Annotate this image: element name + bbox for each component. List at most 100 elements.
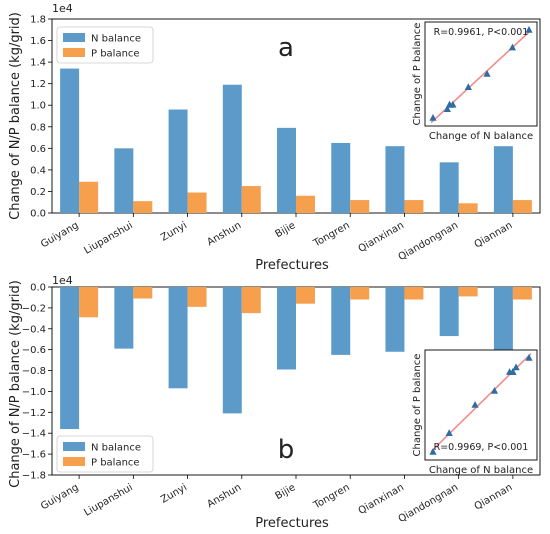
panel-a-xlabel: Prefectures — [255, 258, 329, 273]
p-balance-bar-guiyang — [79, 181, 99, 213]
inset-point — [429, 448, 437, 455]
inset-point — [525, 354, 533, 361]
inset-point — [443, 105, 451, 112]
legend-label: N balance — [91, 34, 141, 45]
p-balance-bar-liupanshui — [133, 287, 153, 299]
x-tick-label: Qianxinan — [357, 220, 406, 255]
x-tick-label: Qiandongnan — [397, 220, 461, 263]
x-tick-label: Qianxinan — [357, 482, 406, 517]
y-tick-label: −0.4 — [22, 324, 46, 335]
x-tick-label: Tongren — [311, 482, 352, 512]
x-tick-label: Zunyi — [159, 220, 189, 244]
y-tick-label: 1.6 — [30, 36, 46, 47]
inset-xlabel: Change of N balance — [429, 465, 533, 476]
legend-swatch — [63, 48, 85, 57]
y-tick-label: −1.0 — [22, 387, 46, 398]
y-tick-label: 0.6 — [30, 144, 46, 155]
p-balance-bar-guiyang — [79, 287, 99, 318]
n-balance-bar-qiannan — [493, 146, 513, 213]
inset-point — [449, 100, 457, 108]
n-balance-bar-anshun — [222, 84, 242, 213]
n-balance-bar-qiandongnan — [439, 287, 459, 337]
n-balance-bar-qiannan — [493, 287, 513, 352]
n-balance-bar-bijie — [277, 127, 296, 213]
inset-annotation: R=0.9969, P<0.001 — [434, 442, 529, 453]
y-tick-label: −0.8 — [22, 366, 46, 377]
x-tick-label: Zunyi — [159, 482, 189, 506]
p-balance-bar-qiannan — [512, 287, 532, 300]
x-tick-label: Bijie — [274, 482, 298, 502]
y-tick-label: 0.8 — [30, 122, 46, 133]
inset-point — [525, 26, 533, 33]
p-balance-bar-anshun — [241, 186, 261, 213]
n-balance-bar-liupanshui — [114, 287, 134, 349]
legend-label: P balance — [91, 458, 140, 469]
inset-point — [512, 363, 520, 371]
y-tick-label: −0.6 — [22, 345, 46, 356]
x-tick-label: Guiyang — [39, 220, 81, 250]
x-tick-label: Qiannan — [473, 482, 515, 512]
inset-frame — [424, 21, 538, 127]
n-balance-bar-tongren — [331, 287, 351, 355]
p-balance-bar-qiandongnan — [458, 203, 478, 213]
legend-swatch — [63, 457, 85, 466]
y-tick-label: −1.2 — [22, 408, 46, 419]
p-balance-bar-tongren — [350, 287, 370, 300]
y-tick-label: 0.4 — [30, 165, 46, 176]
y-tick-label: 0.0 — [30, 283, 46, 294]
y-tick-label: 1.4 — [30, 58, 46, 69]
inset-point — [429, 114, 437, 121]
x-tick-label: Anshun — [205, 220, 243, 248]
legend-label: N balance — [91, 443, 141, 454]
inset-point — [471, 401, 479, 408]
n-balance-bar-zunyi — [168, 287, 188, 389]
y-tick-label: 0.0 — [30, 209, 46, 220]
inset-point — [483, 70, 491, 77]
n-balance-bar-bijie — [277, 287, 296, 370]
inset-point — [490, 386, 499, 394]
x-tick-label: Liupanshui — [82, 220, 134, 257]
p-balance-bar-qianxinan — [404, 200, 424, 213]
panel-b-label: b — [278, 435, 295, 465]
p-balance-bar-qiandongnan — [458, 287, 478, 297]
x-tick-label: Qiandongnan — [397, 482, 461, 525]
y-tick-label: 0.2 — [30, 187, 46, 198]
y-tick-label: −1.8 — [22, 471, 46, 482]
n-balance-bar-guiyang — [60, 68, 80, 213]
n-balance-bar-qiandongnan — [439, 162, 459, 213]
inset-point — [445, 429, 453, 436]
x-tick-label: Liupanshui — [82, 482, 134, 519]
legend-swatch — [63, 33, 85, 42]
y-tick-label: 1.0 — [30, 101, 46, 112]
n-balance-bar-anshun — [222, 287, 242, 414]
n-balance-bar-qianxinan — [385, 146, 405, 213]
legend-label: P balance — [91, 49, 140, 60]
p-balance-bar-bijie — [296, 195, 315, 213]
y-tick-label: −1.4 — [22, 429, 46, 440]
panel-b-scale-label: 1e4 — [52, 274, 73, 287]
y-tick-label: −1.6 — [22, 450, 46, 461]
n-balance-bar-zunyi — [168, 109, 188, 213]
x-tick-label: Qiannan — [473, 220, 515, 250]
panel-b-plot: 0.0 −0.2 −0.4 −0.6 −0.8 −1.0 −1.2 −1.4 −1.6 −1.8G… — [22, 283, 541, 525]
x-tick-label: Tongren — [311, 220, 352, 250]
panel-a-label: a — [278, 33, 294, 63]
p-balance-bar-qiannan — [512, 200, 532, 213]
n-balance-bar-tongren — [331, 142, 351, 213]
n-balance-bar-liupanshui — [114, 148, 134, 213]
inset-ylabel: Change of P balance — [412, 23, 423, 126]
panel-a-ylabel: Change of N/P balance (kg/grid) — [8, 12, 23, 220]
inset-point — [508, 43, 517, 51]
n-balance-bar-qianxinan — [385, 287, 405, 352]
y-tick-label: 1.2 — [30, 79, 46, 90]
inset-point — [464, 83, 472, 90]
x-tick-label: Anshun — [205, 482, 243, 510]
p-balance-bar-zunyi — [187, 287, 207, 307]
p-balance-bar-anshun — [241, 287, 261, 314]
panel-b-ylabel: Change of N/P balance (kg/grid) — [8, 280, 23, 488]
p-balance-bar-qianxinan — [404, 287, 424, 300]
inset-annotation: R=0.9961, P<0.001 — [434, 27, 529, 38]
panel-b-xlabel: Prefectures — [255, 516, 329, 531]
inset-xlabel: Change of N balance — [429, 131, 533, 142]
